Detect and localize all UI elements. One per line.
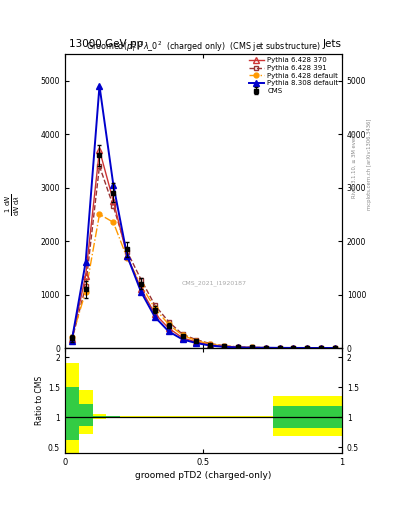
Line: Pythia 6.428 default: Pythia 6.428 default	[69, 212, 338, 350]
Pythia 6.428 391	[97, 163, 102, 169]
Pythia 8.308 default	[277, 345, 282, 351]
Text: CMS_2021_I1920187: CMS_2021_I1920187	[181, 281, 246, 286]
Pythia 8.308 default	[208, 343, 213, 349]
Pythia 6.428 391	[263, 345, 268, 351]
Text: 13000 GeV pp: 13000 GeV pp	[69, 38, 143, 49]
Text: mcplots.cern.ch [arXiv:1306.3436]: mcplots.cern.ch [arXiv:1306.3436]	[367, 118, 373, 209]
Line: Pythia 6.428 391: Pythia 6.428 391	[69, 164, 338, 350]
Pythia 6.428 391	[111, 203, 116, 209]
Pythia 8.308 default	[263, 345, 268, 351]
Text: Jets: Jets	[323, 38, 342, 49]
Pythia 6.428 default	[291, 345, 296, 351]
Pythia 6.428 370	[208, 342, 213, 348]
Pythia 6.428 default	[236, 344, 241, 350]
Pythia 8.308 default	[222, 344, 226, 350]
Pythia 8.308 default	[180, 336, 185, 343]
Pythia 6.428 default	[97, 211, 102, 217]
Pythia 6.428 370	[263, 345, 268, 351]
Pythia 6.428 391	[332, 345, 337, 351]
Pythia 6.428 391	[236, 344, 241, 350]
Pythia 6.428 370	[139, 286, 143, 292]
Pythia 6.428 370	[319, 345, 323, 351]
Pythia 6.428 default	[208, 341, 213, 347]
Pythia 6.428 default	[332, 345, 337, 351]
Pythia 8.308 default	[305, 345, 310, 351]
Pythia 6.428 default	[305, 345, 310, 351]
Pythia 8.308 default	[125, 253, 130, 259]
Pythia 6.428 default	[111, 219, 116, 225]
Pythia 6.428 370	[332, 345, 337, 351]
Pythia 8.308 default	[70, 337, 74, 344]
Pythia 6.428 370	[111, 198, 116, 204]
Pythia 6.428 391	[125, 249, 130, 255]
Pythia 6.428 default	[180, 332, 185, 338]
Pythia 6.428 391	[152, 302, 157, 308]
Pythia 8.308 default	[291, 345, 296, 351]
Legend: Pythia 6.428 370, Pythia 6.428 391, Pythia 6.428 default, Pythia 8.308 default, : Pythia 6.428 370, Pythia 6.428 391, Pyth…	[247, 56, 340, 96]
Pythia 6.428 391	[277, 345, 282, 351]
Pythia 6.428 391	[166, 319, 171, 325]
Pythia 6.428 370	[70, 336, 74, 343]
Line: Pythia 8.308 default: Pythia 8.308 default	[69, 83, 338, 351]
Pythia 6.428 370	[152, 311, 157, 317]
Pythia 6.428 391	[70, 337, 74, 344]
Pythia 8.308 default	[97, 83, 102, 89]
Pythia 6.428 default	[194, 337, 199, 344]
Pythia 6.428 default	[70, 334, 74, 340]
Text: $\frac{1}{\mathrm{d}N}\frac{\mathrm{d}N}{\mathrm{d}\lambda}$: $\frac{1}{\mathrm{d}N}\frac{\mathrm{d}N}…	[4, 194, 22, 216]
Y-axis label: Ratio to CMS: Ratio to CMS	[35, 376, 44, 425]
Pythia 8.308 default	[111, 182, 116, 188]
Pythia 6.428 default	[152, 305, 157, 311]
Pythia 8.308 default	[236, 345, 241, 351]
Pythia 6.428 391	[222, 343, 226, 349]
X-axis label: groomed pTD2 (charged-only): groomed pTD2 (charged-only)	[135, 471, 272, 480]
Pythia 6.428 370	[125, 253, 130, 259]
Pythia 6.428 default	[222, 343, 226, 349]
Line: Pythia 6.428 370: Pythia 6.428 370	[69, 147, 338, 351]
Pythia 8.308 default	[250, 345, 254, 351]
Pythia 6.428 391	[194, 337, 199, 343]
Text: Rivet 3.1.10, ≥ 3M events: Rivet 3.1.10, ≥ 3M events	[352, 130, 357, 198]
Pythia 6.428 default	[250, 345, 254, 351]
Pythia 6.428 370	[166, 325, 171, 331]
Pythia 6.428 370	[250, 345, 254, 351]
Pythia 8.308 default	[139, 289, 143, 295]
Pythia 6.428 default	[277, 345, 282, 351]
Pythia 6.428 default	[319, 345, 323, 351]
Pythia 8.308 default	[166, 328, 171, 334]
Pythia 6.428 391	[250, 344, 254, 350]
Pythia 8.308 default	[152, 314, 157, 320]
Pythia 6.428 370	[180, 335, 185, 341]
Pythia 6.428 391	[83, 284, 88, 290]
Pythia 6.428 default	[125, 255, 130, 261]
Pythia 6.428 default	[139, 282, 143, 288]
Pythia 6.428 370	[194, 339, 199, 345]
Pythia 6.428 370	[305, 345, 310, 351]
Pythia 6.428 default	[166, 322, 171, 328]
Pythia 6.428 391	[180, 331, 185, 337]
Pythia 6.428 391	[139, 276, 143, 283]
Pythia 8.308 default	[83, 260, 88, 266]
Pythia 6.428 391	[305, 345, 310, 351]
Pythia 8.308 default	[319, 345, 323, 351]
Pythia 6.428 default	[83, 289, 88, 295]
Pythia 6.428 391	[208, 340, 213, 347]
Pythia 6.428 default	[263, 345, 268, 351]
Pythia 6.428 370	[222, 344, 226, 350]
Pythia 6.428 370	[83, 273, 88, 279]
Pythia 6.428 391	[319, 345, 323, 351]
Pythia 6.428 370	[236, 344, 241, 350]
Pythia 8.308 default	[194, 340, 199, 346]
Title: Groomed$(p_T^D)^2\lambda\_0^2$  (charged only)  (CMS jet substructure): Groomed$(p_T^D)^2\lambda\_0^2$ (charged …	[86, 39, 321, 54]
Pythia 6.428 370	[97, 147, 102, 153]
Pythia 8.308 default	[332, 345, 337, 351]
Pythia 6.428 370	[277, 345, 282, 351]
Pythia 6.428 370	[291, 345, 296, 351]
Pythia 6.428 391	[291, 345, 296, 351]
